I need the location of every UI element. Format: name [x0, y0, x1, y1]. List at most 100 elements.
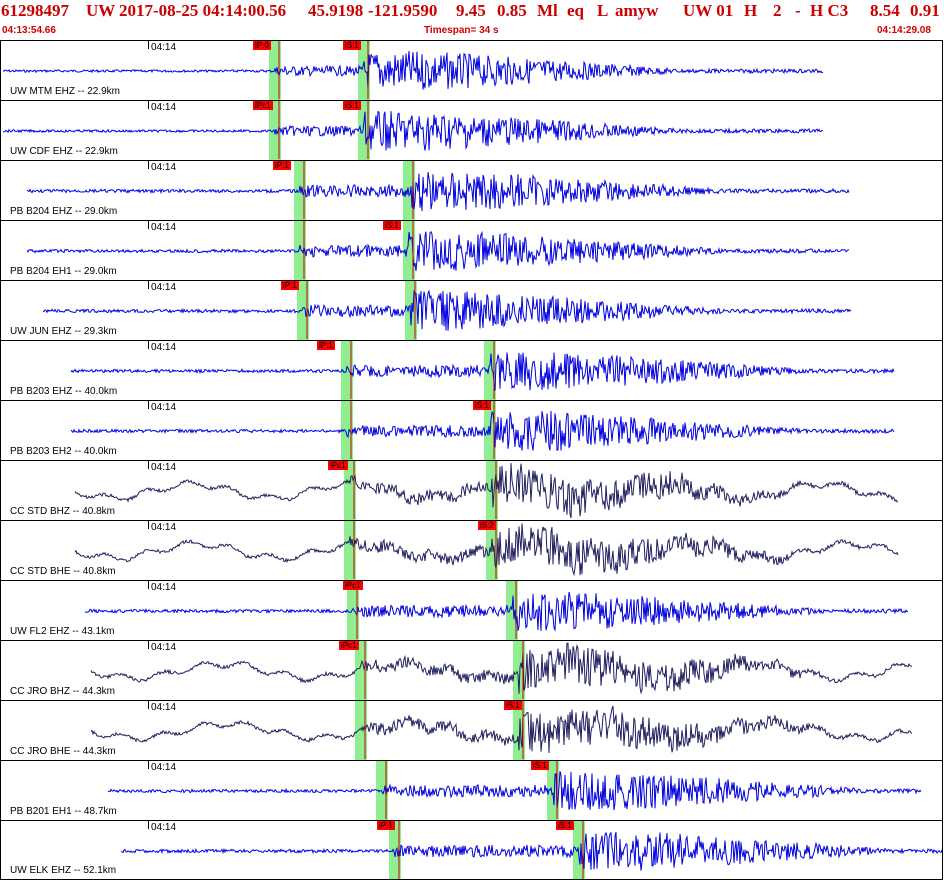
s-window	[484, 341, 496, 400]
origin-dash: -	[795, 1, 801, 20]
origin-source: UW 01	[683, 1, 734, 20]
s-pick-flag[interactable]: iS:1	[531, 761, 549, 770]
time-label: 04:14	[151, 282, 177, 293]
time-tick	[148, 281, 149, 289]
p-pick-flag[interactable]: iPc1	[328, 461, 348, 470]
station-label: PB B203 EHZ -- 40.0km	[10, 386, 118, 397]
event-id: 61298497	[1, 1, 69, 20]
trace-panel[interactable]: 04:14 iPc1 UW FL2 EHZ -- 43.1km	[0, 580, 943, 640]
time-tick	[148, 161, 149, 169]
time-tick	[148, 41, 149, 49]
trace-panel[interactable]: 04:14 iP:0 iS:1 UW MTM EHZ -- 22.9km	[0, 40, 943, 100]
p-pick-flag[interactable]: iP:1	[273, 161, 291, 170]
station-label: PB B203 EH2 -- 40.0km	[10, 446, 117, 457]
trace-panel[interactable]: 04:14 iS:1 PB B203 EH2 -- 40.0km	[0, 400, 943, 460]
station-label: UW CDF EHZ -- 22.9km	[10, 146, 118, 157]
time-label: 04:14	[151, 102, 177, 113]
p-pick-flag[interactable]: iPc1	[339, 641, 359, 650]
time-label: 04:14	[151, 42, 177, 53]
station-label: CC STD BHE -- 40.8km	[10, 566, 116, 577]
p-window	[389, 821, 401, 879]
end-time: 04:14:29.08	[877, 25, 931, 36]
waveform-trace	[26, 172, 850, 212]
event-depth: 9.45	[456, 1, 486, 20]
event-type: eq	[567, 1, 584, 20]
trace-panel[interactable]: 04:14 iS:1 PB B201 EH1 -- 48.7km	[0, 760, 943, 820]
s-pick-flag[interactable]: iS:1	[504, 701, 522, 710]
s-window	[358, 101, 370, 160]
origin-quality: H	[744, 1, 758, 20]
s-pick-flag[interactable]: iS:2	[478, 521, 496, 530]
trace-panel[interactable]: 04:14 iPc1 CC STD BHZ -- 40.8km	[0, 460, 943, 520]
waveform-trace	[70, 352, 895, 391]
seismogram	[70, 341, 895, 400]
waveform-trace	[42, 289, 852, 331]
seismogram	[26, 221, 850, 280]
s-window	[358, 41, 370, 100]
p-window	[376, 761, 388, 820]
seismogram	[107, 761, 922, 820]
event-latitude: 45.9198	[308, 1, 364, 20]
p-pick-flag[interactable]: iP:1	[317, 341, 335, 350]
origin-rank: 2	[773, 1, 782, 20]
station-label: CC JRO BHZ -- 44.3km	[10, 686, 116, 697]
trace-panel[interactable]: 04:14 iP:1 UW JUN EHZ -- 29.3km	[0, 280, 943, 340]
rms-b: 0.91	[910, 1, 940, 20]
waveform-trace	[84, 591, 909, 632]
s-pick-flag[interactable]: iS:1	[343, 101, 361, 110]
seismogram	[70, 401, 895, 460]
time-label: 04:14	[151, 402, 177, 413]
event-review: L	[597, 1, 609, 20]
waveform-trace	[70, 410, 895, 451]
trace-panel[interactable]: 04:14 iP:1 PB B203 EHZ -- 40.0km	[0, 340, 943, 400]
station-label: PB B201 EH1 -- 48.7km	[10, 806, 117, 817]
waveform-trace	[26, 230, 850, 272]
trace-panel[interactable]: 04:14 iS:1 CC JRO BHE -- 44.3km	[0, 700, 943, 760]
p-pick-flag[interactable]: iPc1	[343, 581, 363, 590]
time-range-line: 04:13:54.66 Timespan= 34 s 04:14:29.08	[0, 24, 944, 37]
time-tick	[148, 461, 149, 469]
p-pick-flag[interactable]: iPc1	[253, 101, 273, 110]
p-pick-flag[interactable]: iP:0	[253, 41, 271, 50]
p-window	[341, 401, 353, 460]
s-pick-flag[interactable]: iS:1	[473, 401, 491, 410]
p-window	[294, 221, 306, 280]
p-window	[344, 461, 356, 520]
station-label: PB B204 EH1 -- 29.0km	[10, 266, 117, 277]
trace-panel[interactable]: 04:14 iP:1 PB B204 EHZ -- 29.0km	[0, 160, 943, 220]
seismogram	[74, 521, 899, 580]
seismogram	[26, 161, 850, 220]
trace-panel[interactable]: 04:14 iPc1 iS:1 UW CDF EHZ -- 22.9km	[0, 100, 943, 160]
event-analyst: amyw	[615, 1, 659, 20]
time-label: 04:14	[151, 522, 177, 533]
p-window	[294, 161, 306, 220]
station-label: PB B204 EHZ -- 29.0km	[10, 206, 118, 217]
time-label: 04:14	[151, 582, 177, 593]
p-window	[269, 41, 281, 100]
trace-panel[interactable]: 04:14 iS:1 PB B204 EH1 -- 29.0km	[0, 220, 943, 280]
s-pick-flag[interactable]: iS:1	[556, 821, 574, 830]
s-pick-flag[interactable]: iS:1	[343, 41, 361, 50]
trace-panel[interactable]: 04:14 iS:2 CC STD BHE -- 40.8km	[0, 520, 943, 580]
p-window	[341, 341, 353, 400]
p-window	[269, 101, 281, 160]
origin-solution: H C3	[810, 1, 849, 20]
p-pick-flag[interactable]: iP:1	[377, 821, 395, 830]
rms-a: 8.54	[870, 1, 900, 20]
p-pick-flag[interactable]: iP:1	[281, 281, 299, 290]
s-pick-flag[interactable]: iS:1	[383, 221, 401, 230]
s-window	[506, 581, 518, 640]
time-tick	[148, 101, 149, 109]
time-tick	[148, 581, 149, 589]
time-tick	[148, 401, 149, 409]
trace-panel[interactable]: 04:14 iPc1 CC JRO BHZ -- 44.3km	[0, 640, 943, 700]
waveform-trace	[2, 110, 824, 151]
station-label: CC JRO BHE -- 44.3km	[10, 746, 116, 757]
time-label: 04:14	[151, 222, 177, 233]
trace-panel[interactable]: 04:14 iP:1 iS:1 UW ELK EHZ -- 52.1km	[0, 820, 943, 880]
station-label: UW ELK EHZ -- 52.1km	[10, 865, 117, 876]
waveform-trace	[90, 705, 913, 754]
event-datetime: 2017-08-25 04:14:00.56	[119, 1, 287, 20]
time-label: 04:14	[151, 822, 177, 833]
s-window	[573, 821, 585, 879]
